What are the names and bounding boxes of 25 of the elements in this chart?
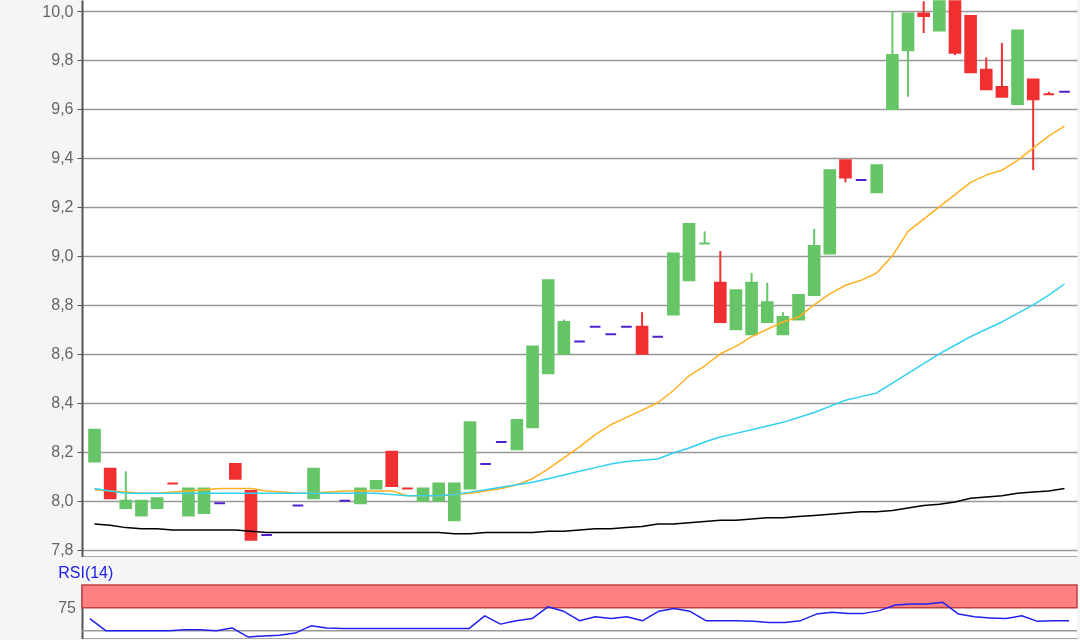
candlestick bbox=[698, 230, 711, 245]
y-tick-label: 9,6 bbox=[51, 100, 74, 118]
line-series bbox=[93, 125, 1066, 497]
candlestick bbox=[1026, 78, 1040, 172]
y-tick-label: 7,8 bbox=[51, 541, 74, 559]
y-tick-label: 9,4 bbox=[51, 149, 74, 167]
y-tick-label: 8,6 bbox=[51, 345, 74, 363]
text: 75 bbox=[58, 598, 77, 616]
candlestick bbox=[760, 281, 774, 323]
y-tick-label: 8,0 bbox=[51, 492, 74, 510]
y-tick-label: 9,2 bbox=[51, 198, 74, 216]
line-series bbox=[93, 283, 1066, 497]
y-tick-label: 9,0 bbox=[51, 247, 74, 265]
y-tick-label: 8,2 bbox=[51, 443, 74, 461]
candlestick bbox=[839, 159, 852, 184]
y-tick-label: 8,4 bbox=[51, 394, 74, 412]
candlestick bbox=[917, 0, 930, 35]
candlestick bbox=[119, 470, 133, 510]
candlestick bbox=[979, 56, 993, 91]
y-tick-label: 9,8 bbox=[51, 51, 74, 69]
chart-title: RSI(14) bbox=[58, 564, 114, 582]
line-series bbox=[93, 487, 1066, 535]
candlestick bbox=[995, 41, 1009, 98]
y-tick-label: 10,0 bbox=[42, 2, 74, 20]
y-tick-label: 8,8 bbox=[51, 296, 74, 314]
